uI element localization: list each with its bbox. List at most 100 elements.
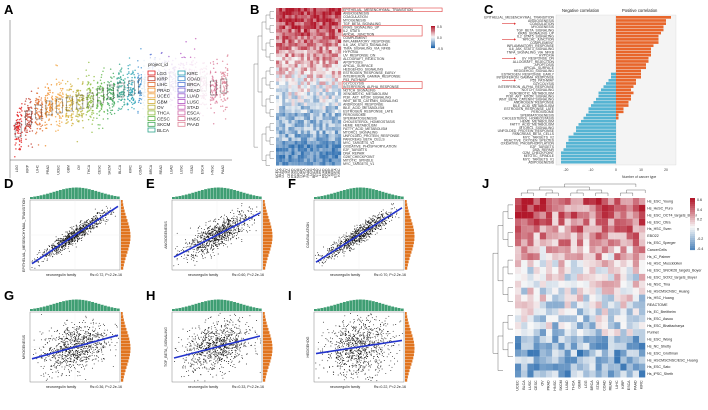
heatmap-cell <box>300 81 304 86</box>
strip-point <box>91 105 94 107</box>
strip-point <box>70 102 73 104</box>
heatmap-cell <box>282 113 286 117</box>
heatmap-cell <box>279 71 283 75</box>
strip-point <box>101 106 103 108</box>
heatmap-cell <box>310 50 314 54</box>
heatmap-cell <box>331 43 335 47</box>
strip-point <box>30 115 32 118</box>
strip-point <box>130 93 133 96</box>
scatter-point <box>206 233 208 234</box>
x-marginal-bar <box>58 189 62 199</box>
heatmap-cell <box>319 18 323 23</box>
scatter-point <box>81 240 83 241</box>
strip-point <box>85 96 88 99</box>
x-marginal-bar <box>100 192 104 199</box>
strip-point <box>213 88 216 90</box>
scatter-point <box>90 231 92 233</box>
scatter-point <box>188 251 190 253</box>
strip-point <box>113 96 116 99</box>
heatmap-cell <box>325 151 329 156</box>
y-marginal-bar <box>263 263 266 267</box>
heatmap-cell <box>294 22 298 26</box>
scatter-point <box>244 222 246 224</box>
strip-point <box>126 86 129 89</box>
scatter-point <box>225 226 227 228</box>
heatmap-cell <box>288 120 292 124</box>
scatter-point <box>194 237 196 239</box>
legend-swatch <box>147 110 156 116</box>
heatmap-cell <box>325 25 329 30</box>
dendrogram-branch <box>269 137 274 145</box>
scatter-point <box>67 242 69 244</box>
heatmap-cell <box>291 102 295 107</box>
scatter-point <box>103 219 105 221</box>
dendrogram-branch <box>265 98 270 114</box>
strip-point <box>20 120 23 122</box>
scatter-point <box>67 235 69 237</box>
heatmap-cell <box>313 130 317 135</box>
heatmap-cell <box>285 50 289 54</box>
scatter-point <box>385 228 386 229</box>
scatter-point <box>105 211 107 213</box>
heatmap-cell <box>282 141 286 145</box>
row-label: NOTCH_SIGNALING <box>343 88 376 92</box>
strip-point <box>128 71 130 73</box>
scatter-point <box>206 236 208 238</box>
scatter-point <box>81 234 83 236</box>
scatter-point <box>78 238 80 240</box>
bar-label: UV_RESPONSE_DN <box>522 57 555 61</box>
strip-point <box>28 113 31 115</box>
col-label: LIHC <box>318 168 322 176</box>
legend-swatch <box>177 70 186 76</box>
scatter-point <box>77 228 79 230</box>
heatmap-cell <box>310 22 314 26</box>
strip-point <box>48 111 50 114</box>
scatter-point <box>76 235 78 237</box>
scatter-point <box>76 226 78 228</box>
heatmap-cell <box>328 151 332 156</box>
heatmap-cell <box>310 57 314 61</box>
scatter-point <box>80 234 82 236</box>
strip-point <box>68 98 71 100</box>
heatmap-cell <box>313 88 317 93</box>
col-label: LUSC <box>281 168 285 178</box>
strip-point <box>25 115 28 117</box>
heatmap-cell <box>313 148 317 152</box>
scatter-point <box>74 230 76 232</box>
strip-point <box>58 83 61 86</box>
heatmap-cell <box>338 109 342 114</box>
row-label: ESTROGEN_RESPONSE_LATE <box>343 109 394 113</box>
heatmap-cell <box>279 92 283 96</box>
scatter-point <box>238 230 240 232</box>
heatmap-cell <box>303 60 308 65</box>
y-marginal-bar <box>263 212 268 216</box>
box-mark <box>35 104 42 120</box>
heatmap-cell <box>338 155 342 159</box>
strip-point <box>78 100 81 102</box>
heatmap-cell <box>310 11 314 16</box>
x-marginal-bar <box>229 189 233 199</box>
scatter-point <box>317 254 319 255</box>
strip-point <box>112 100 114 103</box>
dendrogram-branch <box>269 11 274 19</box>
strip-point <box>83 107 85 109</box>
heatmap-cell <box>319 15 323 19</box>
heatmap-cell <box>276 120 280 124</box>
heatmap-cell <box>310 8 314 12</box>
heatmap-cell <box>285 64 289 68</box>
heatmap-cell <box>276 57 280 61</box>
strip-point <box>211 96 214 99</box>
heatmap-cell <box>276 67 280 72</box>
strip-point <box>213 89 215 92</box>
scatter-point <box>78 237 80 239</box>
heatmap-cell <box>313 92 317 96</box>
heatmap-cell <box>307 11 311 16</box>
scatter-point <box>236 221 238 223</box>
heatmap-cell <box>307 78 311 82</box>
strip-point <box>24 100 27 102</box>
strip-point <box>100 76 103 78</box>
x-marginal-bar <box>68 187 72 199</box>
x-tick: 20 <box>664 168 668 172</box>
scatter-point <box>53 244 54 246</box>
heatmap-cell <box>291 60 295 65</box>
